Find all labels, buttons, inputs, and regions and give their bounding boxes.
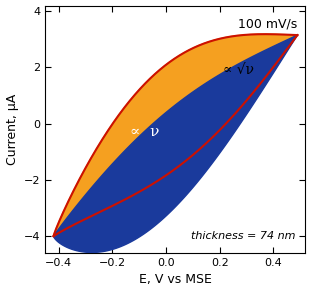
Text: ∝  ν: ∝ ν — [130, 125, 159, 139]
Polygon shape — [53, 34, 297, 236]
Y-axis label: Current, μA: Current, μA — [6, 94, 19, 165]
Text: thickness = 74 nm: thickness = 74 nm — [191, 231, 295, 241]
X-axis label: E, V vs MSE: E, V vs MSE — [139, 273, 212, 286]
Text: 100 mV/s: 100 mV/s — [239, 18, 298, 31]
Polygon shape — [53, 35, 297, 253]
Text: ∝ √ν: ∝ √ν — [223, 63, 254, 77]
